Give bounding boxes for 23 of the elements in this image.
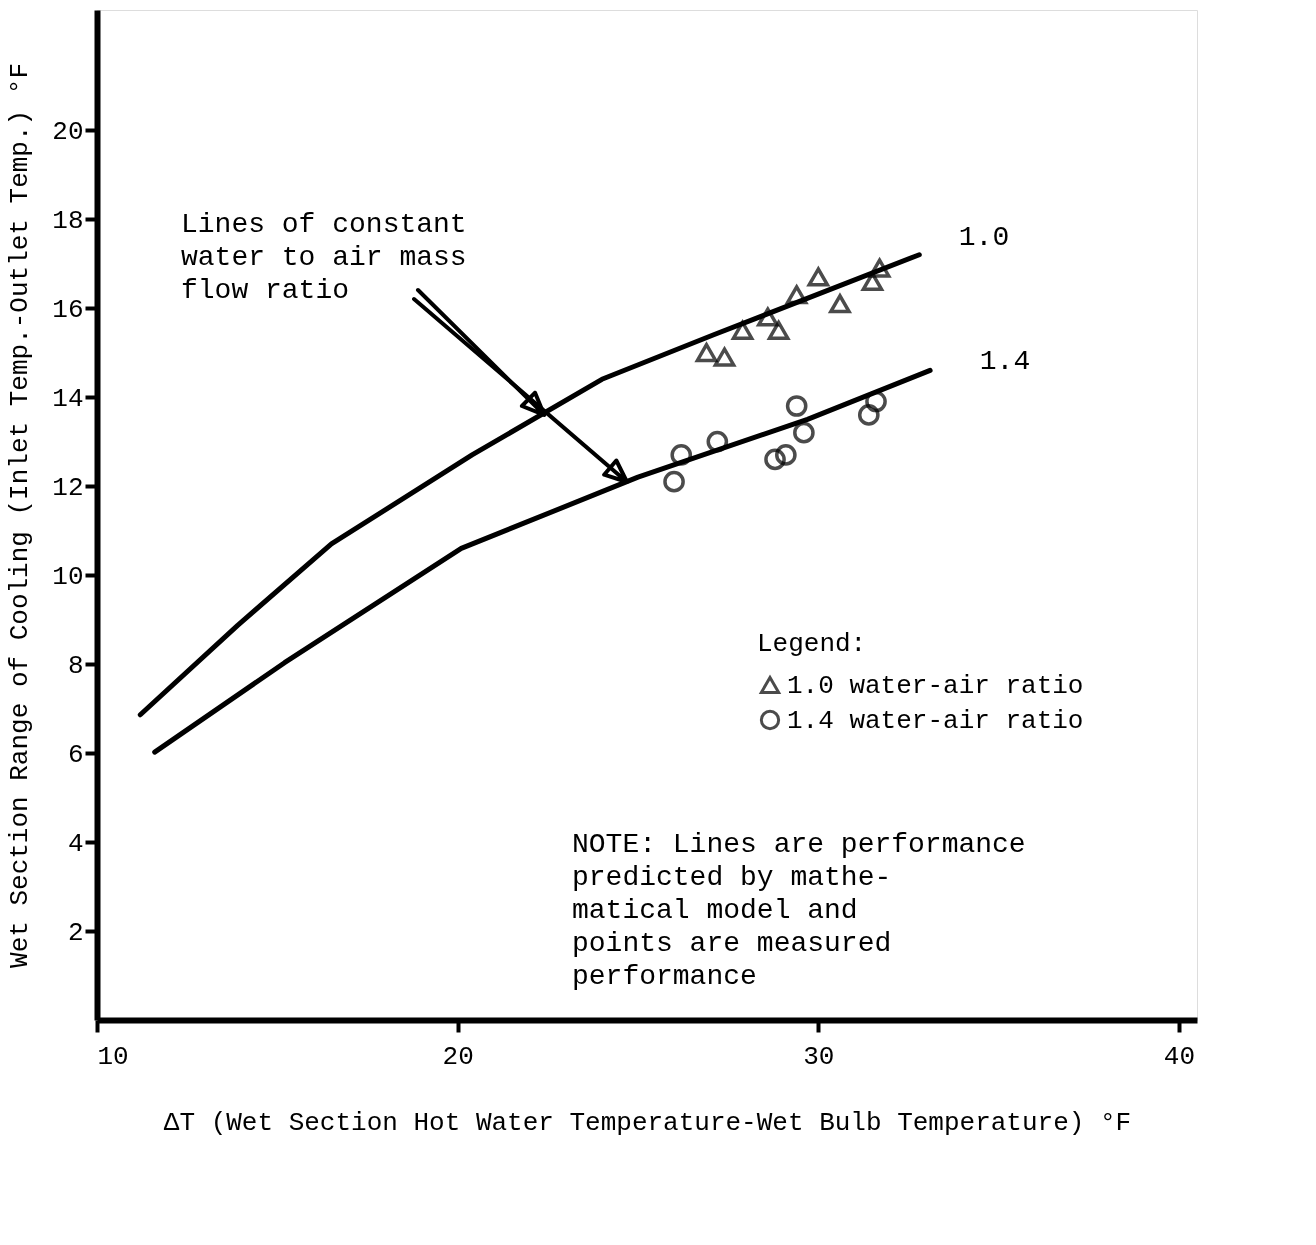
y-tick-label: 16	[52, 294, 84, 325]
annotation: 1.0	[958, 222, 1010, 253]
x-tick-label: 10	[97, 1041, 129, 1072]
x-tick-label: 20	[442, 1041, 474, 1072]
legend-label: 1.4 water-air ratio	[787, 706, 1084, 736]
y-axis-title: Wet Section Range of Cooling (Inlet Temp.-Outlet Temp.) °F	[5, 63, 36, 968]
x-tick-label: 40	[1163, 1041, 1196, 1072]
y-tick-label: 10	[52, 561, 84, 592]
y-tick-label: 6	[67, 739, 84, 770]
annotation: 1.4	[979, 346, 1031, 377]
y-tick-label: 20	[52, 116, 84, 147]
y-tick-label: 2	[67, 917, 84, 948]
annotation: NOTE: Lines are performance predicted by mathe- matical model and points are measured performance	[572, 829, 1026, 992]
y-tick-label: 12	[52, 472, 84, 503]
y-tick-label: 8	[67, 650, 84, 681]
legend-label: 1.0 water-air ratio	[787, 671, 1084, 701]
y-tick-label: 18	[52, 205, 84, 236]
annotation: Lines of constant water to air mass flow ratio	[181, 209, 467, 306]
x-tick-label: 30	[803, 1041, 835, 1072]
legend-title: Legend:	[757, 629, 867, 659]
x-axis-title: ΔT (Wet Section Hot Water Temperature-Wet Bulb Temperature) °F	[163, 1107, 1132, 1138]
y-tick-label: 4	[67, 828, 84, 859]
y-tick-label: 14	[52, 383, 84, 414]
